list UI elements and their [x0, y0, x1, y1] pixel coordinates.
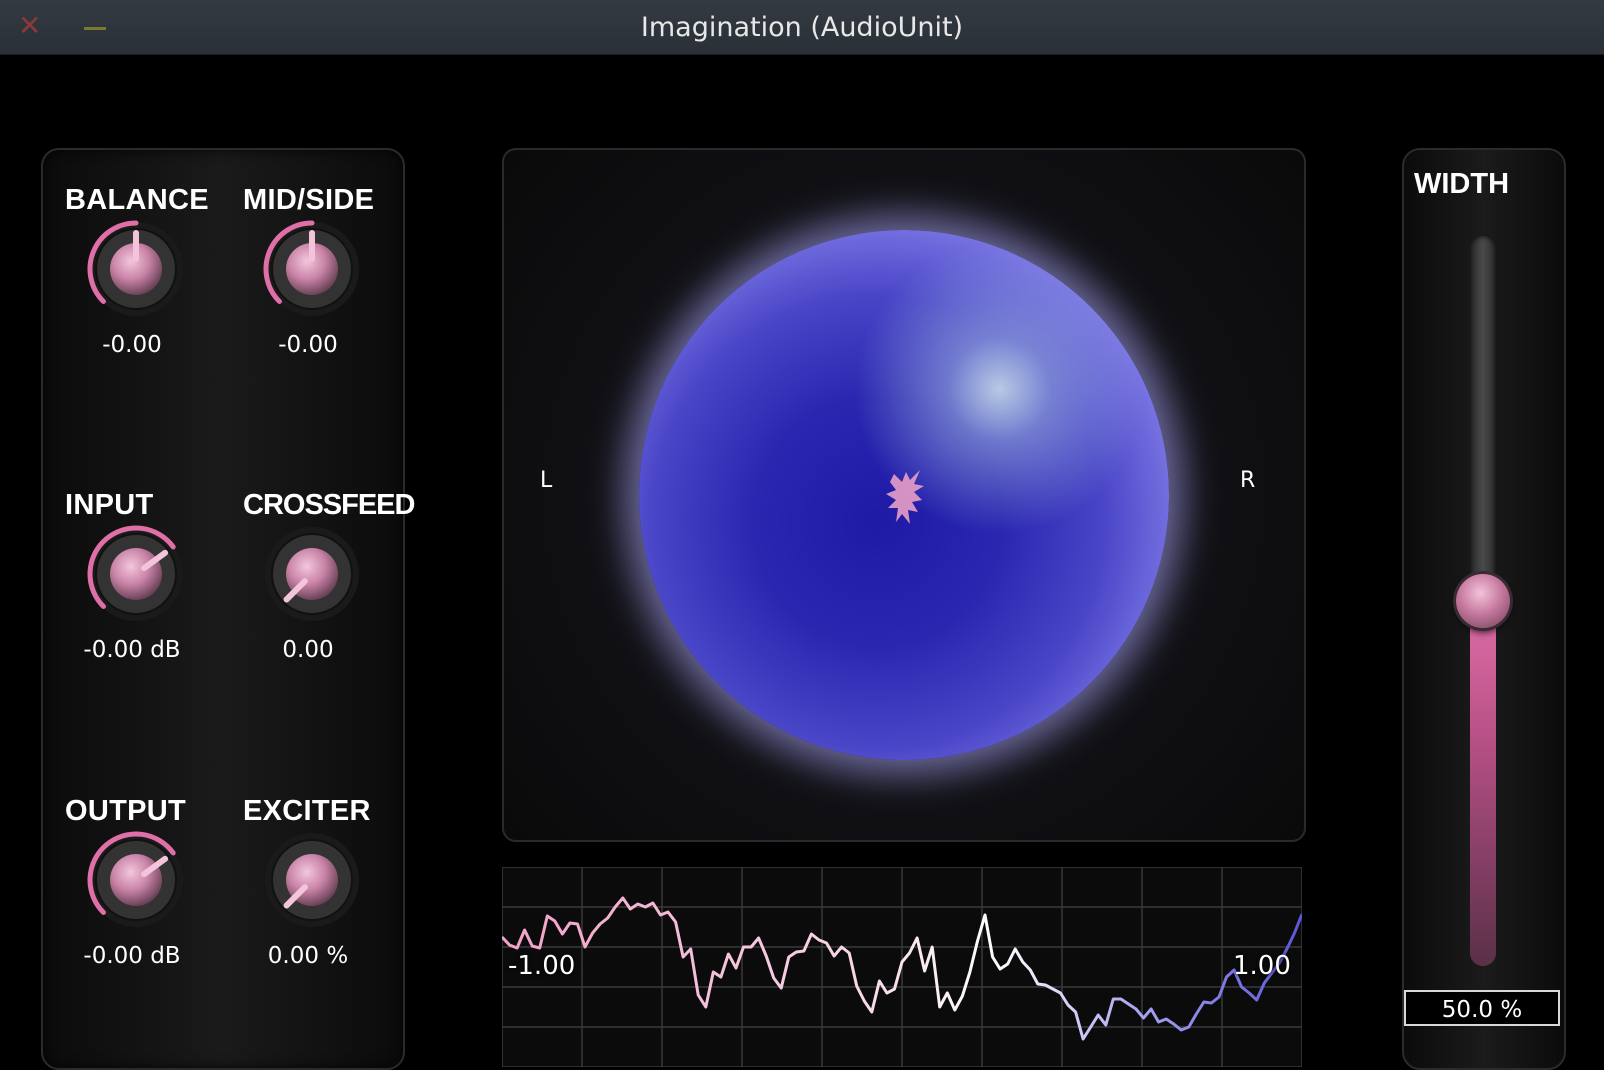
exciter-knob[interactable]	[261, 829, 363, 931]
midside-label: MID/SIDE	[243, 184, 375, 216]
input-value: -0.00 dB	[83, 637, 181, 663]
balance-control: BALANCE -0.00	[65, 184, 235, 404]
width-panel: WIDTH 50.0 %	[1402, 148, 1566, 1070]
plugin-window: BALANCE -0.00 MID/SIDE -0.00 INPUT -0.00…	[0, 55, 1604, 1070]
width-value-field[interactable]: 50.0 %	[1404, 990, 1560, 1026]
midside-value: -0.00	[278, 332, 338, 358]
balance-knob[interactable]	[85, 218, 187, 320]
crossfeed-value: 0.00	[282, 637, 334, 663]
knob-cap	[110, 243, 162, 295]
meter-min-label: -1.00	[508, 951, 576, 981]
exciter-control: EXCITER 0.00 %	[243, 795, 413, 1015]
balance-value: -0.00	[102, 332, 162, 358]
knob-cap	[110, 854, 162, 906]
exciter-value: 0.00 %	[267, 943, 349, 969]
output-knob[interactable]	[85, 829, 187, 931]
left-channel-label: L	[540, 468, 553, 493]
signal-blob	[886, 470, 924, 524]
knob-pointer	[283, 884, 308, 909]
output-value: -0.00 dB	[83, 943, 181, 969]
correlation-trace	[502, 867, 1302, 1067]
knob-arc	[87, 525, 176, 610]
minimize-icon[interactable]	[84, 27, 106, 30]
correlation-line	[502, 896, 1302, 1041]
knob-arc	[263, 220, 315, 305]
correlation-meter: -1.00 1.00	[502, 867, 1302, 1067]
width-slider-fill	[1470, 601, 1496, 966]
crossfeed-knob[interactable]	[261, 523, 363, 625]
close-icon[interactable]: ✕	[18, 10, 42, 41]
title-bar: ✕ Imagination (AudioUnit)	[0, 0, 1604, 55]
input-label: INPUT	[65, 489, 154, 521]
width-label: WIDTH	[1414, 168, 1510, 200]
knob-arc	[87, 831, 176, 916]
output-label: OUTPUT	[65, 795, 187, 827]
input-knob[interactable]	[85, 523, 187, 625]
input-control: INPUT -0.00 dB	[65, 489, 235, 709]
crossfeed-label: CROSSFEED	[243, 489, 415, 521]
balance-label: BALANCE	[65, 184, 209, 216]
knob-pointer	[283, 578, 308, 603]
window-title: Imagination (AudioUnit)	[640, 12, 964, 43]
width-slider-thumb[interactable]	[1456, 574, 1510, 628]
knob-panel: BALANCE -0.00 MID/SIDE -0.00 INPUT -0.00…	[41, 148, 415, 1070]
crossfeed-control: CROSSFEED 0.00	[243, 489, 415, 709]
knob-cap	[286, 243, 338, 295]
knob-arc	[87, 220, 139, 305]
meter-max-label: 1.00	[1233, 951, 1291, 981]
knob-pointer	[141, 855, 169, 878]
midside-control: MID/SIDE -0.00	[243, 184, 413, 404]
right-channel-label: R	[1240, 468, 1256, 493]
exciter-label: EXCITER	[243, 795, 371, 827]
output-control: OUTPUT -0.00 dB	[65, 795, 235, 1015]
knob-pointer	[141, 549, 169, 572]
stereo-scope: L R	[502, 148, 1306, 842]
midside-knob[interactable]	[261, 218, 363, 320]
knob-cap	[110, 548, 162, 600]
